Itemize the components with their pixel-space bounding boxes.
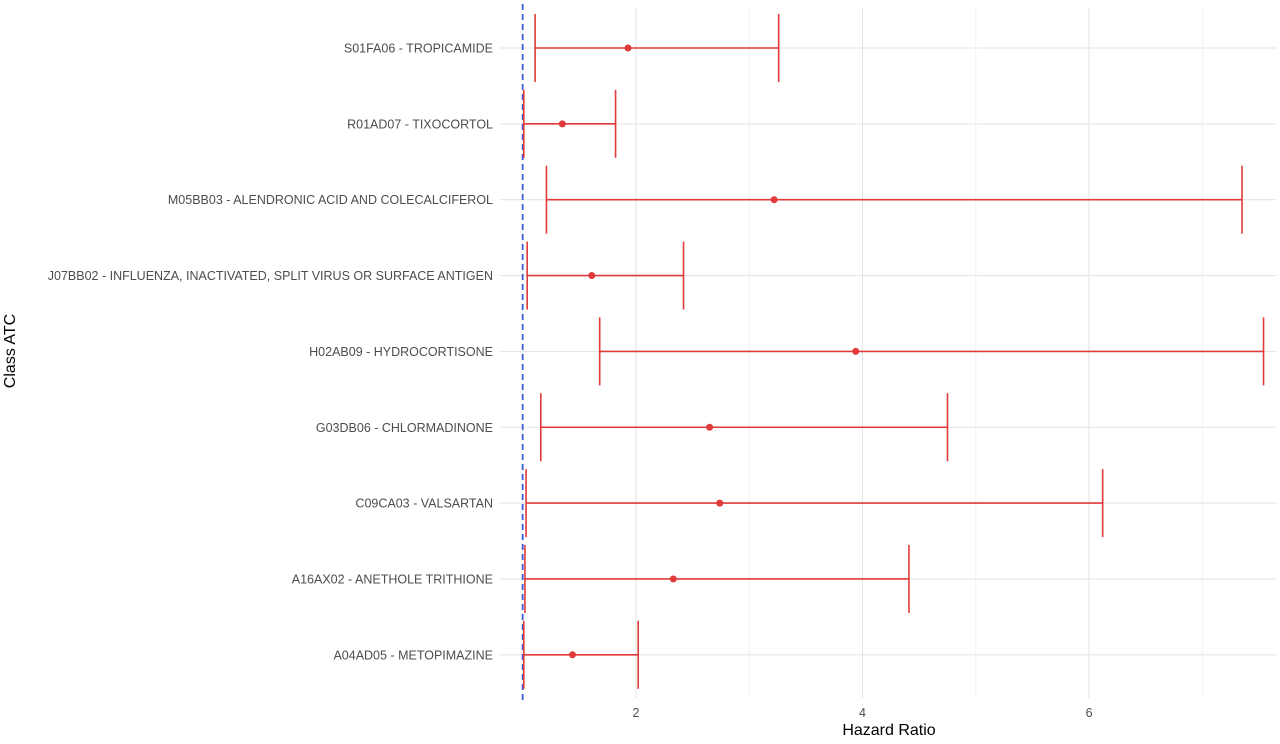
point-estimate	[706, 423, 714, 431]
y-tick-label: A04AD05 - METOPIMAZINE	[333, 648, 493, 662]
point-estimate	[852, 347, 860, 355]
x-tick-labels: 2 4 6	[632, 706, 1092, 720]
y-tick-label: J07BB02 - INFLUENZA, INACTIVATED, SPLIT …	[48, 269, 493, 283]
grid-layer	[500, 8, 1276, 698]
y-tick-labels: S01FA06 - TROPICAMIDE R01AD07 - TIXOCORTO…	[48, 42, 493, 663]
interval-row	[522, 620, 640, 689]
x-tick-label: 6	[1086, 706, 1093, 720]
y-tick-label: G03DB06 - CHLORMADINONE	[316, 421, 493, 435]
y-tick-label: A16AX02 - ANETHOLE TRITHIONE	[292, 572, 493, 586]
x-tick-label: 2	[632, 706, 639, 720]
x-axis-title: Hazard Ratio	[842, 722, 935, 739]
y-axis-title: Class ATC	[2, 314, 19, 388]
interval-row	[524, 544, 910, 613]
interval-row	[534, 14, 780, 82]
y-tick-label: M05BB03 - ALENDRONIC ACID AND COLECALCIF…	[168, 193, 493, 207]
interval-row	[539, 393, 949, 462]
interval-row	[525, 469, 1104, 538]
y-tick-label: R01AD07 - TIXOCORTOL	[347, 117, 493, 131]
point-estimate	[716, 499, 724, 507]
point-estimate	[588, 272, 596, 280]
interval-row	[522, 89, 617, 158]
point-estimate	[770, 196, 778, 204]
series-layer	[522, 14, 1265, 689]
interval-row	[545, 165, 1243, 234]
y-tick-label: H02AB09 - HYDROCORTISONE	[309, 345, 493, 359]
point-estimate	[569, 651, 577, 659]
point-estimate	[558, 120, 566, 128]
x-tick-label: 4	[859, 706, 866, 720]
y-tick-label: C09CA03 - VALSARTAN	[355, 497, 493, 511]
interval-row	[598, 317, 1265, 386]
point-estimate	[624, 44, 632, 52]
interval-row	[526, 241, 685, 310]
y-tick-label: S01FA06 - TROPICAMIDE	[344, 42, 493, 56]
point-estimate	[669, 575, 677, 583]
